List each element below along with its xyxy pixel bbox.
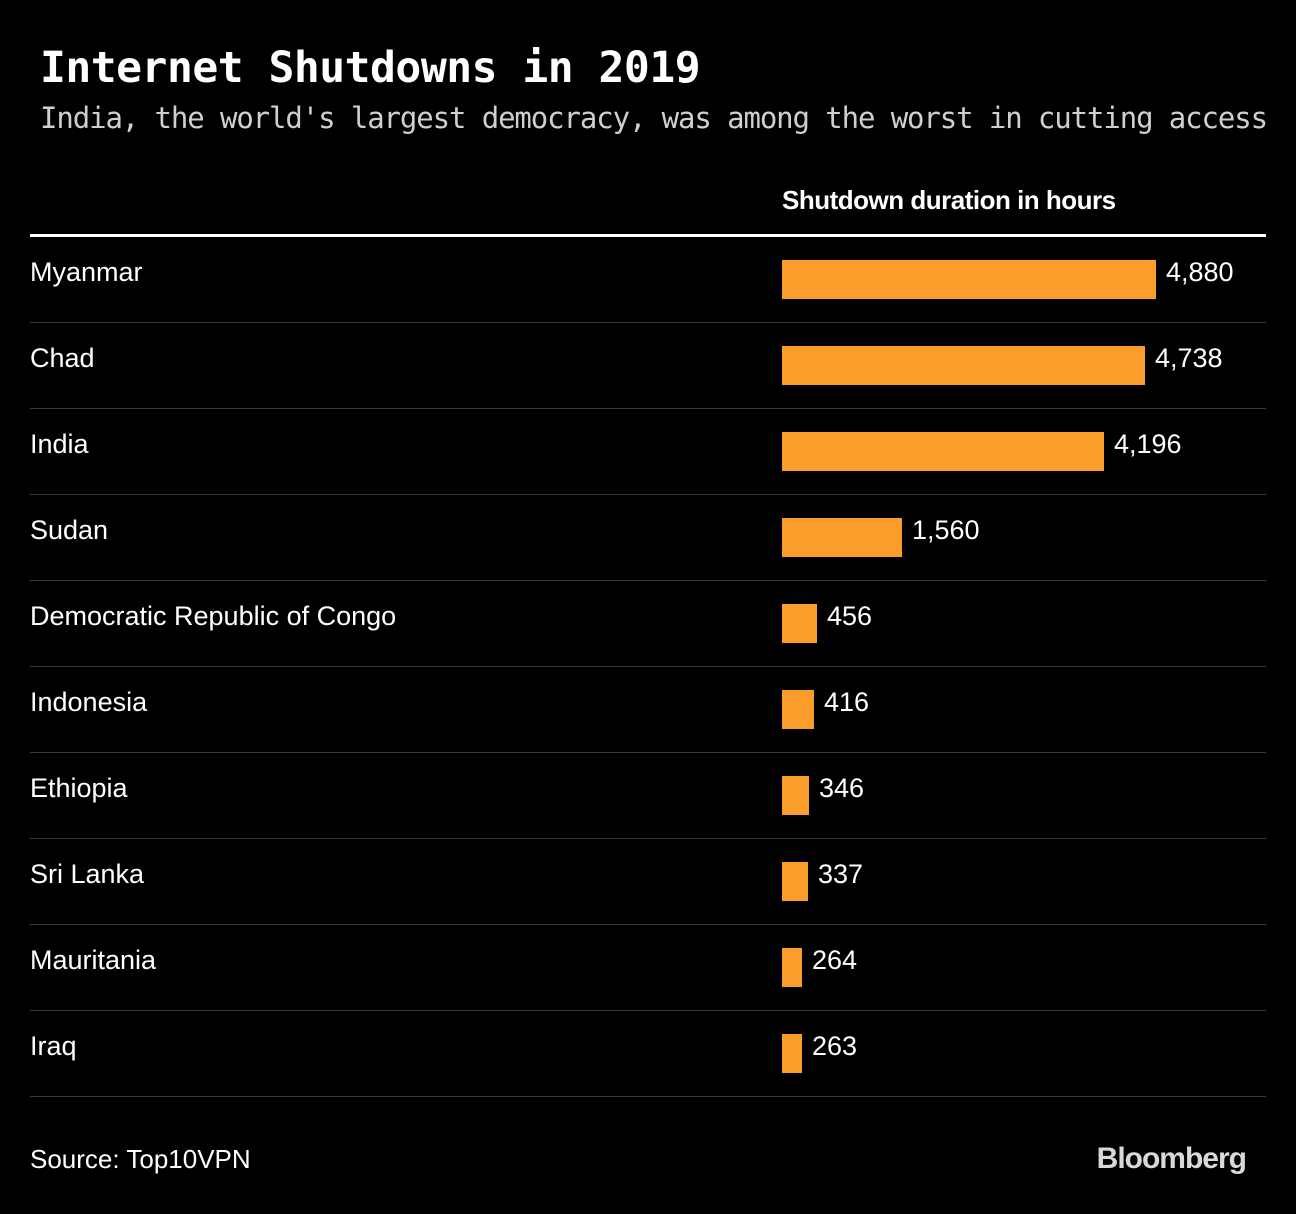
category-label: India	[30, 429, 89, 459]
bar	[782, 260, 1156, 299]
bar	[782, 432, 1104, 471]
value-label: 4,196	[1114, 429, 1182, 459]
value-label: 4,880	[1166, 257, 1234, 287]
bar	[782, 690, 814, 729]
bar-row: Mauritania 264	[30, 925, 1266, 1011]
bar	[782, 776, 809, 815]
source-note: Source: Top10VPN	[30, 1144, 251, 1174]
chart-title: Internet Shutdowns in 2019	[40, 43, 701, 93]
category-label: Iraq	[30, 1031, 77, 1061]
bar	[782, 1034, 802, 1073]
category-label: Chad	[30, 343, 95, 373]
value-label: 416	[824, 687, 870, 717]
value-label: 1,560	[912, 515, 980, 545]
bar	[782, 862, 808, 901]
header-rule	[30, 234, 1266, 237]
value-label: 337	[818, 859, 864, 889]
bar-row: Democratic Republic of Congo 456	[30, 581, 1266, 667]
category-label: Ethiopia	[30, 773, 128, 803]
bar-row: Chad 4,738	[30, 323, 1266, 409]
chart-subtitle: India, the world's largest democracy, wa…	[40, 101, 1268, 135]
bar-row: Sudan 1,560	[30, 495, 1266, 581]
bar-row: Indonesia 416	[30, 667, 1266, 753]
bar	[782, 948, 802, 987]
value-column-header: Shutdown duration in hours	[782, 185, 1116, 215]
category-label: Mauritania	[30, 945, 157, 975]
bar	[782, 604, 817, 643]
category-label: Myanmar	[30, 257, 143, 287]
brand-logo: Bloomberg	[1096, 1142, 1247, 1175]
category-label: Sri Lanka	[30, 859, 145, 889]
bar-row: Ethiopia 346	[30, 753, 1266, 839]
bar	[782, 346, 1145, 385]
value-label: 263	[812, 1031, 858, 1061]
bar-row: Sri Lanka 337	[30, 839, 1266, 925]
category-label: Democratic Republic of Congo	[30, 601, 397, 631]
value-label: 4,738	[1155, 343, 1223, 373]
category-label: Sudan	[30, 515, 109, 545]
bar	[782, 518, 902, 557]
bar-row: Myanmar 4,880	[30, 237, 1266, 323]
bar-chart: Myanmar 4,880 Chad 4,738 India 4,196 Sudan 1,56…	[30, 237, 1266, 1097]
value-label: 264	[812, 945, 858, 975]
bar-row: India 4,196	[30, 409, 1266, 495]
bar-row: Iraq 263	[30, 1011, 1266, 1097]
value-label: 346	[819, 773, 865, 803]
value-label: 456	[827, 601, 873, 631]
category-label: Indonesia	[30, 687, 148, 717]
